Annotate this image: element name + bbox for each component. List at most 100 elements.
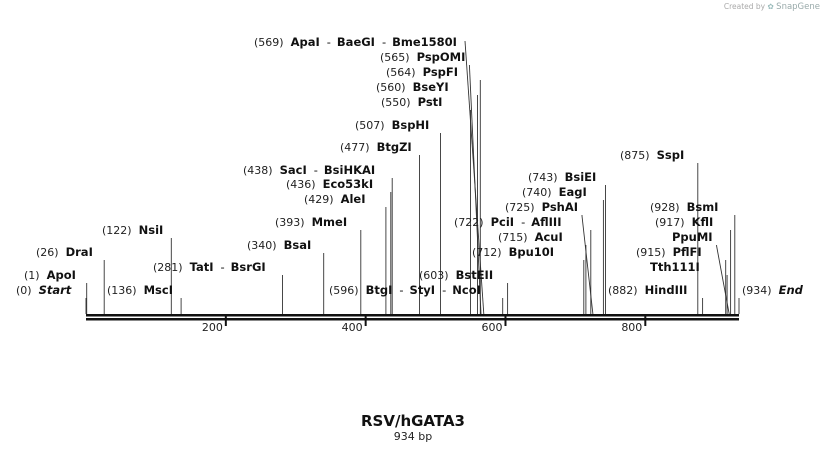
map-length: 934 bp: [393, 430, 433, 443]
site-position: (429): [304, 193, 334, 206]
site-position: (882): [608, 284, 638, 297]
enzyme-site-label: (882) HindIII: [608, 283, 704, 314]
enzyme-site-label: (569) ApaI - BaeGI - Bme1580I: [254, 35, 485, 315]
name-separator: -: [399, 283, 403, 297]
site-position: (393): [275, 216, 305, 229]
tick-label: 400: [342, 321, 363, 334]
tick-label: 600: [481, 321, 502, 334]
name-separator: -: [521, 215, 525, 229]
sequence-line-bottom: [86, 318, 739, 321]
enzyme-name: Bpu10I: [509, 245, 554, 259]
enzyme-name: PpuMI: [672, 230, 713, 244]
site-position: (934): [742, 284, 772, 297]
enzyme-site-label: (1) ApoI: [24, 268, 88, 314]
enzyme-name: SspI: [657, 148, 685, 162]
site-position: (436): [286, 178, 316, 191]
enzyme-name: BsmI: [687, 200, 719, 214]
enzyme-site-label: (934) End: [738, 283, 804, 314]
enzyme-name: NsiI: [139, 223, 164, 237]
enzyme-site-label: (875) SspI: [620, 148, 699, 314]
enzyme-site-label: (715) AcuI: [498, 230, 587, 314]
leader-line: [581, 215, 594, 315]
enzyme-site-label: (340) BsaI: [247, 238, 325, 314]
site-position: (438): [243, 164, 273, 177]
enzyme-site-label: (436) Eco53kI: [286, 177, 392, 314]
snapgene-credit: Created by ✿ SnapGene: [724, 2, 820, 12]
site-position: (340): [247, 239, 277, 252]
site-position: (596): [329, 284, 359, 297]
site-position: (477): [340, 141, 370, 154]
enzyme-site-label: (743) BsiEI: [528, 170, 606, 314]
enzyme-name: AflIII: [531, 215, 561, 229]
enzyme-site-label: (438) SacI - BsiHKAI: [243, 163, 393, 314]
enzyme-site-label: (281) TatI - BsrGI: [153, 260, 283, 314]
enzyme-name: BtgZI: [377, 140, 412, 154]
snapgene-brand: SnapGene: [776, 2, 820, 12]
leader-line: [716, 245, 730, 315]
enzyme-site-label: (564) PspFI: [386, 65, 481, 314]
site-position: (550): [381, 96, 411, 109]
tick-label: 200: [202, 321, 223, 334]
site-position: (740): [522, 186, 552, 199]
map-title: RSV/hGATA3: [361, 412, 465, 430]
enzyme-site-label: (122) NsiI: [102, 223, 172, 314]
enzyme-name: AcuI: [535, 230, 563, 244]
enzyme-name: DraI: [66, 245, 93, 259]
enzyme-name: BsiHKAI: [324, 163, 375, 177]
name-separator: -: [382, 35, 386, 49]
enzyme-site-label: (740) EagI: [522, 185, 604, 314]
enzyme-site-label: (928) BsmI: [650, 200, 736, 314]
enzyme-site-label: (917) KflI: [655, 215, 732, 314]
restriction-map: 200 400 600 800 (0) Start(1) ApoI (26) DraI (122)…: [16, 35, 804, 334]
site-position: (560): [376, 81, 406, 94]
enzyme-name: Start: [39, 283, 72, 297]
enzyme-name: PshAI: [542, 200, 578, 214]
site-position: (136): [107, 284, 137, 297]
snapgene-logo-icon: ✿: [767, 2, 774, 11]
enzyme-site-label: (550) PstI: [381, 95, 471, 314]
site-position: (569): [254, 36, 284, 49]
enzyme-site-label: (393) MmeI: [275, 215, 362, 314]
site-position: (928): [650, 201, 680, 214]
enzyme-name: Eco53kI: [323, 177, 374, 191]
site-position: (875): [620, 149, 650, 162]
tick-mark: [504, 316, 507, 326]
name-separator: -: [314, 163, 318, 177]
enzyme-site-label: (477) BtgZI: [340, 140, 420, 314]
sequence-line-top: [86, 314, 739, 317]
name-separator: -: [442, 283, 446, 297]
site-position: (603): [419, 269, 449, 282]
enzyme-name: HindIII: [645, 283, 688, 297]
site-position: (0): [16, 284, 32, 297]
site-position: (281): [153, 261, 183, 274]
enzyme-name: MscI: [144, 283, 173, 297]
enzyme-name: SacI: [280, 163, 307, 177]
leader-line: [464, 40, 485, 315]
enzyme-site-label: (603) BstEII: [419, 268, 509, 314]
enzyme-site-label: (725) PshAI: [505, 200, 594, 315]
enzyme-name: StyI: [410, 283, 436, 297]
enzyme-site-label: (596) BtgI - StyI - NcoI: [329, 283, 504, 314]
site-position: (122): [102, 224, 132, 237]
enzyme-name: End: [779, 283, 804, 297]
enzyme-site-label: (507) BspHI: [355, 118, 441, 314]
enzyme-site-label: (136) MscI: [107, 283, 182, 314]
enzyme-site-label: (712) Bpu10I: [472, 245, 585, 314]
enzyme-name: EagI: [559, 185, 587, 199]
name-separator: -: [327, 35, 331, 49]
tick-mark: [364, 316, 367, 326]
enzyme-name: PstI: [418, 95, 443, 109]
site-position: (715): [498, 231, 528, 244]
enzyme-name: BtgI: [366, 283, 393, 297]
enzyme-site-label: (0) Start: [16, 283, 87, 314]
enzyme-name: PciI: [491, 215, 514, 229]
tick-mark: [224, 316, 227, 326]
site-position: (725): [505, 201, 535, 214]
name-separator: -: [221, 260, 225, 274]
enzyme-name: BaeGI: [337, 35, 375, 49]
site-position: (743): [528, 171, 558, 184]
enzyme-name: TatI: [190, 260, 214, 274]
site-position: (26): [36, 246, 59, 259]
enzyme-name: BspHI: [392, 118, 430, 132]
site-position: (712): [472, 246, 502, 259]
